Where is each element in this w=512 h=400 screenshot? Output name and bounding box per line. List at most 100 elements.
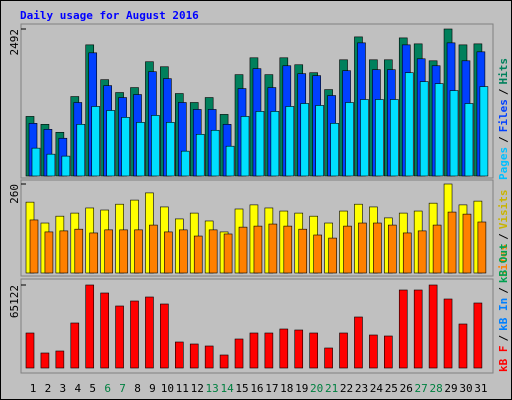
- bar: [89, 232, 99, 274]
- legend-entry: Hits: [497, 58, 510, 85]
- bar: [151, 115, 160, 177]
- bar: [477, 221, 487, 274]
- x-tick-label: 1: [30, 382, 37, 395]
- bar: [479, 86, 489, 177]
- bar: [309, 332, 318, 369]
- legend-entry: Files: [497, 99, 510, 132]
- chart-title: Daily usage for August 2016: [20, 9, 199, 22]
- bar: [279, 328, 289, 369]
- bar: [358, 222, 367, 274]
- bar: [417, 230, 427, 274]
- bar: [225, 145, 235, 177]
- bar: [253, 225, 263, 274]
- bar: [181, 150, 190, 177]
- bar: [369, 334, 378, 369]
- legend-separator: /: [497, 287, 510, 294]
- bar: [443, 298, 453, 369]
- bar: [85, 284, 95, 369]
- x-tick-label: 25: [385, 382, 398, 395]
- bar: [204, 345, 214, 369]
- bar: [268, 223, 278, 274]
- bar: [195, 133, 205, 177]
- y-tick-label: 65122: [8, 285, 21, 318]
- bar: [74, 228, 84, 274]
- x-tick-label: 31: [474, 382, 487, 395]
- x-tick-label: 29: [444, 382, 457, 395]
- x-tick-label: 3: [60, 382, 67, 395]
- x-tick-label: 15: [235, 382, 248, 395]
- x-tick-label: 24: [370, 382, 384, 395]
- x-tick-label: 30: [459, 382, 472, 395]
- bar: [354, 316, 363, 369]
- bar: [328, 237, 337, 274]
- bar: [388, 224, 397, 274]
- bar: [449, 90, 459, 177]
- bar: [40, 352, 50, 369]
- bar: [175, 341, 184, 369]
- bar: [404, 72, 414, 177]
- x-tick-label: 2: [45, 382, 52, 395]
- legend-separator: /: [497, 335, 510, 342]
- legend-entry: Visits: [497, 190, 510, 230]
- bar: [61, 155, 71, 177]
- bar: [179, 229, 188, 274]
- legend-entry: kB In: [497, 298, 510, 331]
- bar: [208, 229, 218, 274]
- x-tick-label: 14: [220, 382, 234, 395]
- x-tick-label: 21: [325, 382, 338, 395]
- bar: [464, 103, 474, 177]
- bar: [121, 117, 130, 177]
- bar: [160, 303, 169, 369]
- bar: [115, 305, 124, 369]
- x-tick-label: 17: [265, 382, 278, 395]
- bar: [104, 229, 113, 274]
- bar: [428, 284, 438, 369]
- x-tick-label: 7: [119, 382, 126, 395]
- x-tick-label: 10: [161, 382, 174, 395]
- bar: [473, 302, 483, 369]
- bar: [434, 83, 444, 177]
- bar: [100, 292, 109, 369]
- legend-separator: /: [497, 233, 510, 240]
- x-tick-label: 12: [191, 382, 204, 395]
- bar: [283, 225, 293, 274]
- bar: [447, 211, 457, 274]
- bar: [413, 289, 423, 369]
- legend-entry: Sites: [497, 244, 510, 277]
- bar: [130, 300, 139, 369]
- bar: [270, 111, 280, 177]
- bar: [298, 228, 308, 274]
- x-tick-label: 27: [415, 382, 428, 395]
- bar: [55, 350, 65, 369]
- bar: [59, 230, 69, 274]
- bar: [234, 338, 244, 369]
- bar: [91, 106, 101, 177]
- bar: [339, 332, 348, 369]
- x-tick-label: 26: [400, 382, 413, 395]
- legend: Sites / Visits: [497, 190, 510, 278]
- bar: [25, 332, 35, 369]
- bar: [330, 123, 339, 177]
- bar: [238, 226, 248, 274]
- bar: [44, 231, 54, 274]
- bar: [31, 147, 41, 177]
- bar: [29, 219, 39, 274]
- bar: [46, 153, 56, 177]
- bar: [294, 329, 304, 369]
- x-tick-label: 13: [206, 382, 219, 395]
- legend: Pages / Files / Hits: [497, 58, 510, 180]
- bar: [189, 343, 199, 369]
- bar: [462, 213, 472, 274]
- bar: [70, 322, 80, 369]
- legend-separator: /: [497, 88, 510, 95]
- x-tick-label: 20: [310, 382, 323, 395]
- x-tick-label: 22: [340, 382, 353, 395]
- bar: [240, 116, 250, 177]
- bar: [223, 233, 233, 274]
- bar: [249, 332, 259, 369]
- bar: [315, 105, 324, 177]
- bar: [373, 222, 382, 274]
- bar: [324, 347, 333, 369]
